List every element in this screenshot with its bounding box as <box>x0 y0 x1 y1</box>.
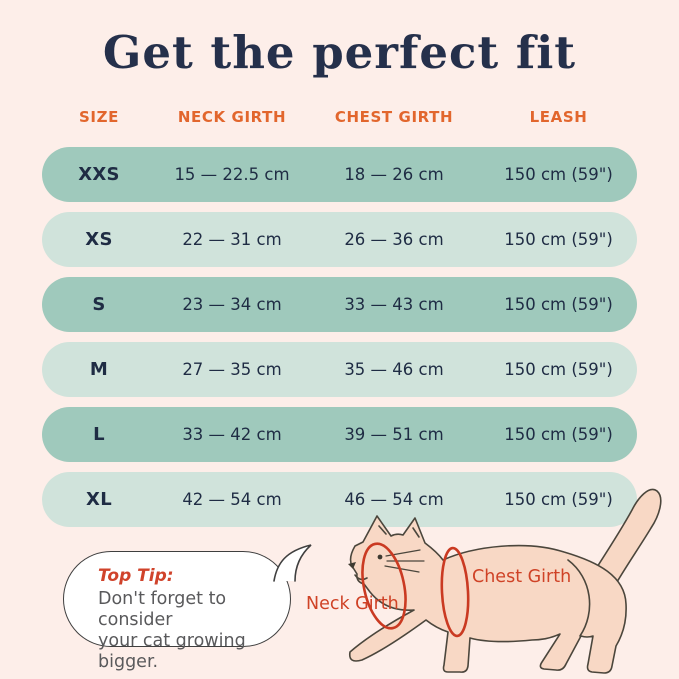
leash-value: 150 cm (59") <box>504 490 613 509</box>
leash-value: 150 cm (59") <box>504 165 613 184</box>
neck-girth-loop <box>361 542 407 630</box>
top-tip-line2: your cat growing bigger. <box>98 631 246 672</box>
leash-value: 150 cm (59") <box>504 425 613 444</box>
neck-girth-value: 23 — 34 cm <box>182 295 282 314</box>
leash-value: 150 cm (59") <box>504 360 613 379</box>
speech-bubble-tail <box>273 544 312 582</box>
column-header-neck: NECK GIRTH <box>177 108 287 126</box>
neck-girth-value: 27 — 35 cm <box>182 360 282 379</box>
size-value: M <box>89 359 109 380</box>
cat-eye <box>377 554 383 560</box>
cat-ear-inner-right-line <box>412 527 420 538</box>
chest-girth-value: 35 — 46 cm <box>344 360 444 379</box>
cat-tail <box>589 488 662 595</box>
cat-illustration <box>348 488 662 674</box>
table-row-xxs: XXS 15 — 22.5 cm 18 — 26 cm 150 cm (59") <box>42 147 637 202</box>
size-chart: SIZE NECK GIRTH CHEST GIRTH LEASH XXS 15… <box>42 108 637 537</box>
top-tip-speech-bubble: Top Tip: Don't forget to consider your c… <box>63 551 291 672</box>
table-row-xl: XL 42 — 54 cm 46 — 54 cm 150 cm (59") <box>42 472 637 527</box>
column-header-chest: CHEST GIRTH <box>334 108 454 126</box>
column-header-leash: LEASH <box>529 108 588 126</box>
table-row-s: S 23 — 34 cm 33 — 43 cm 150 cm (59") <box>42 277 637 332</box>
size-chart-header: SIZE NECK GIRTH CHEST GIRTH LEASH <box>42 108 637 126</box>
neck-girth-value: 33 — 42 cm <box>182 425 282 444</box>
table-row-l: L 33 — 42 cm 39 — 51 cm 150 cm (59") <box>42 407 637 462</box>
size-value: L <box>93 424 105 445</box>
table-row-xs: XS 22 — 31 cm 26 — 36 cm 150 cm (59") <box>42 212 637 267</box>
top-tip-label: Top Tip: <box>98 566 174 586</box>
chest-girth-value: 26 — 36 cm <box>344 230 444 249</box>
cat-body <box>348 515 627 674</box>
leash-value: 150 cm (59") <box>504 295 613 314</box>
chest-girth-value: 18 — 26 cm <box>344 165 444 184</box>
chest-girth-label: Chest Girth <box>472 567 572 587</box>
chest-girth-value: 33 — 43 cm <box>344 295 444 314</box>
size-value: XL <box>86 489 112 510</box>
page-title: Get the perfect fit <box>102 26 577 79</box>
size-value: XXS <box>78 164 120 185</box>
neck-girth-label: Neck Girth <box>306 594 399 614</box>
chest-girth-value: 46 — 54 cm <box>344 490 444 509</box>
column-header-size: SIZE <box>79 108 119 126</box>
neck-girth-value: 15 — 22.5 cm <box>174 165 290 184</box>
top-tip-line1: Don't forget to consider <box>98 589 227 630</box>
size-value: XS <box>85 229 113 250</box>
cat-haunch-line <box>567 559 591 637</box>
cat-nose <box>348 562 356 569</box>
neck-girth-value: 22 — 31 cm <box>182 230 282 249</box>
cat-mouth-line <box>354 574 368 581</box>
chest-girth-loop <box>440 546 470 638</box>
neck-girth-value: 42 — 54 cm <box>182 490 282 509</box>
size-value: S <box>92 294 106 315</box>
leash-value: 150 cm (59") <box>504 230 613 249</box>
cat-ear-inner-left-line <box>378 525 387 535</box>
chest-girth-value: 39 — 51 cm <box>344 425 444 444</box>
table-row-m: M 27 — 35 cm 35 — 46 cm 150 cm (59") <box>42 342 637 397</box>
